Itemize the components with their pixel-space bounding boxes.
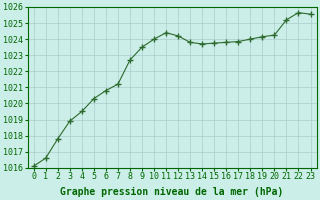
X-axis label: Graphe pression niveau de la mer (hPa): Graphe pression niveau de la mer (hPa) [60, 186, 284, 197]
